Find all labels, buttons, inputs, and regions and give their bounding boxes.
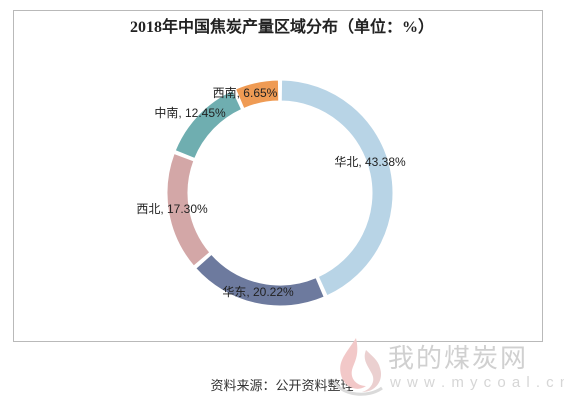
source-note: 资料来源：公开资料整理: [210, 378, 354, 393]
slice-label: 西北, 17.30%: [136, 202, 208, 216]
flame-logo-icon: [332, 338, 383, 396]
donut-slice: [195, 253, 325, 307]
slice-label: 华北, 43.38%: [334, 155, 406, 169]
watermark-url: w w w . m y c o a l . c n: [390, 374, 564, 391]
slice-label: 西南, 6.65%: [213, 85, 278, 100]
watermark-name: 我的煤炭网: [388, 343, 529, 373]
donut-slice: [280, 79, 394, 297]
slice-label: 中南, 12.45%: [154, 105, 226, 120]
donut-slices: [166, 79, 394, 307]
slice-labels: 华北, 43.38% 华东, 20.22% 西北, 17.30% 中南, 12.45%…: [136, 85, 406, 299]
donut-slice: [234, 79, 280, 110]
donut-slice: [166, 152, 211, 267]
watermark: 我的煤炭网 w w w . m y c o a l . c n: [328, 330, 564, 400]
donut-slice: [174, 89, 243, 160]
chart-title: 2018年中国焦炭产量区域分布（单位：%）: [129, 19, 434, 36]
slice-label: 华东, 20.22%: [222, 285, 294, 299]
